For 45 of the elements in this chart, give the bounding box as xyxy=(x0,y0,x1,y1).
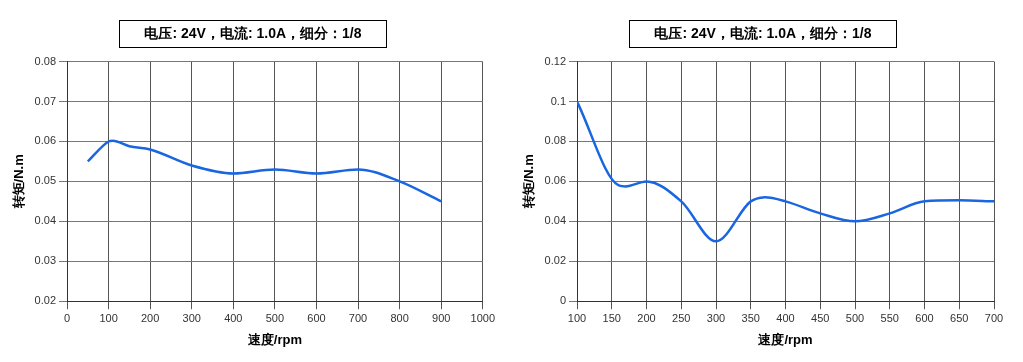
x-tick-label: 100 xyxy=(567,311,587,324)
x-tick-label: 100 xyxy=(99,311,118,324)
y-tick-label: 0.1 xyxy=(550,94,567,107)
y-axis-title: 转矩/N.m xyxy=(521,154,537,210)
chart-subtitle: 电压: 24V，电流: 1.0A，细分：1/8 xyxy=(119,20,387,48)
y-tick-label: 0 xyxy=(559,294,567,307)
x-tick-label: 550 xyxy=(880,311,899,324)
y-tick-label: 0.07 xyxy=(34,94,57,107)
y-tick-label: 0.06 xyxy=(544,174,567,187)
x-axis-title: 速度/rpm xyxy=(247,331,302,347)
line-series xyxy=(86,139,443,203)
y-tick-label: 0.04 xyxy=(34,214,57,227)
y-axis-title: 转矩/N.m xyxy=(11,154,27,210)
x-tick-label: 500 xyxy=(845,311,865,324)
y-tick-label: 0.08 xyxy=(34,54,57,67)
x-tick-label: 300 xyxy=(182,311,201,324)
x-tick-label: 900 xyxy=(432,311,451,324)
x-tick-label: 150 xyxy=(602,311,621,324)
x-tick-label: 500 xyxy=(265,311,285,324)
x-axis-title: 速度/rpm xyxy=(758,331,813,347)
x-tick-label: 400 xyxy=(776,311,795,324)
y-tick-label: 0.04 xyxy=(544,214,567,227)
x-tick-label: 400 xyxy=(224,311,243,324)
x-tick-label: 700 xyxy=(984,311,1004,324)
x-tick-label: 200 xyxy=(140,311,160,324)
x-tick-label: 800 xyxy=(390,311,409,324)
x-tick-label: 250 xyxy=(672,311,691,324)
y-tick-label: 0.05 xyxy=(34,174,57,187)
y-tick-label: 0.02 xyxy=(34,294,57,307)
chart-subtitle: 电压: 24V，电流: 1.0A，细分：1/8 xyxy=(629,20,897,48)
x-tick-label: 450 xyxy=(811,311,830,324)
y-tick-label: 0.08 xyxy=(544,134,567,147)
x-tick-label: 300 xyxy=(706,311,726,324)
y-tick-label: 0.12 xyxy=(544,54,567,67)
x-tick-label: 700 xyxy=(348,311,368,324)
x-tick-label: 650 xyxy=(950,311,969,324)
x-tick-label: 600 xyxy=(915,311,934,324)
y-tick-label: 0.02 xyxy=(544,254,567,267)
x-tick-label: 350 xyxy=(741,311,760,324)
x-tick-label: 1000 xyxy=(470,311,496,324)
y-tick-label: 0.03 xyxy=(34,254,57,267)
x-tick-label: 600 xyxy=(307,311,326,324)
y-tick-label: 0.06 xyxy=(34,134,57,147)
x-tick-label: 0 xyxy=(63,311,71,324)
x-tick-label: 200 xyxy=(637,311,656,324)
